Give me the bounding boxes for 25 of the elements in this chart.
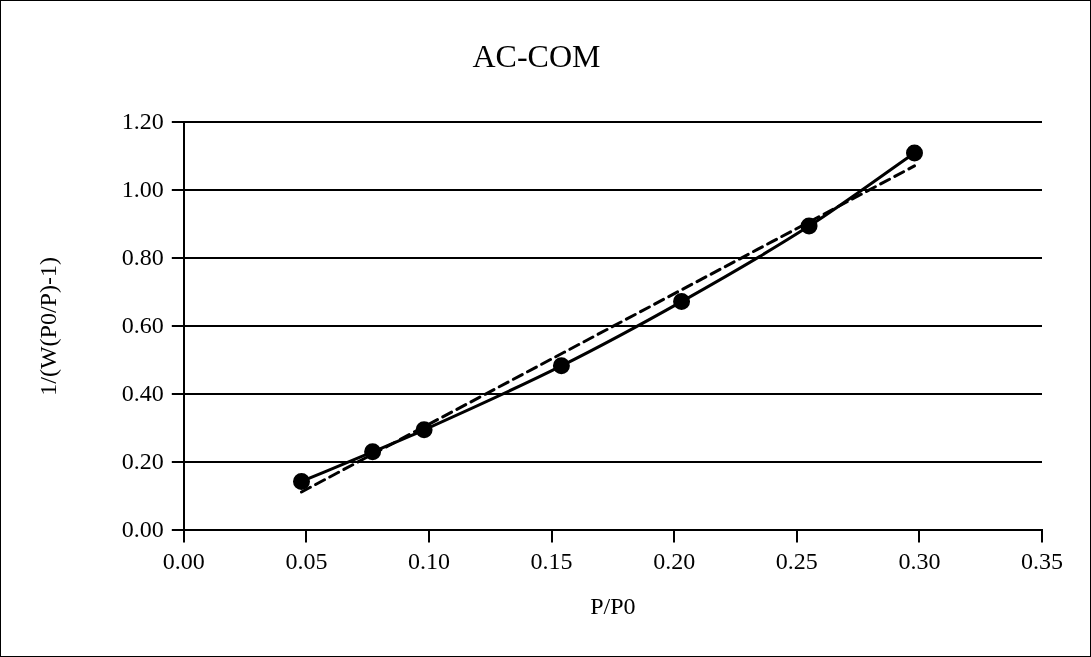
y-axis-title: 1/(W(P0/P)-1) — [34, 257, 61, 396]
y-tick-label: 1.00 — [121, 175, 164, 202]
y-tick-label: 1.20 — [121, 107, 164, 134]
x-tick-label: 0.35 — [1021, 548, 1063, 575]
x-tick-label: 0.05 — [285, 548, 328, 575]
y-tick-label: 0.40 — [121, 379, 164, 406]
chart-title: AC-COM — [472, 37, 601, 74]
x-tick-label: 0.25 — [775, 548, 818, 575]
y-tick-label: 0.60 — [121, 311, 164, 338]
point — [552, 357, 570, 375]
x-tick-label: 0.15 — [530, 548, 573, 575]
y-tick-label: 0.20 — [121, 447, 164, 474]
point — [364, 443, 382, 461]
x-tick-label: 0.30 — [898, 548, 941, 575]
x-tick-label: 0.20 — [653, 548, 696, 575]
x-axis-title: P/P0 — [590, 592, 636, 619]
x-tick-label: 0.00 — [162, 548, 205, 575]
y-tick-label: 0.80 — [121, 243, 164, 270]
point — [800, 217, 818, 235]
point — [673, 293, 691, 311]
point — [415, 421, 433, 439]
y-tick-label: 0.00 — [121, 515, 164, 542]
point — [906, 144, 923, 162]
x-tick-label: 0.10 — [408, 548, 450, 575]
point — [293, 472, 310, 490]
